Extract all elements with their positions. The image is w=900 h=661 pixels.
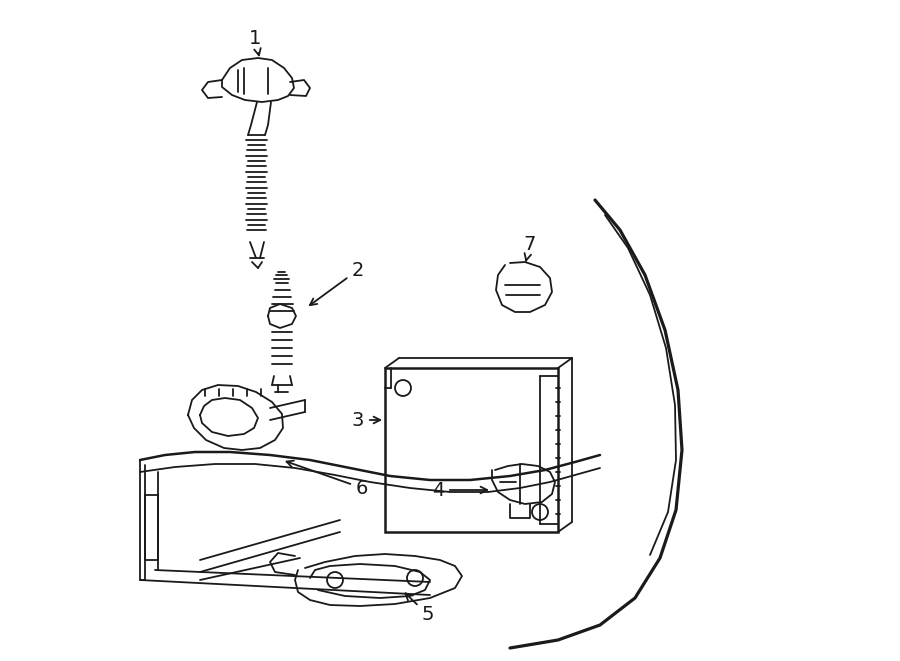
Text: 7: 7 xyxy=(524,235,536,260)
Text: 5: 5 xyxy=(406,594,434,625)
Text: 4: 4 xyxy=(432,481,487,500)
Text: 2: 2 xyxy=(310,260,364,305)
Text: 1: 1 xyxy=(248,28,261,56)
Text: 6: 6 xyxy=(286,461,368,498)
Text: 3: 3 xyxy=(352,410,380,430)
